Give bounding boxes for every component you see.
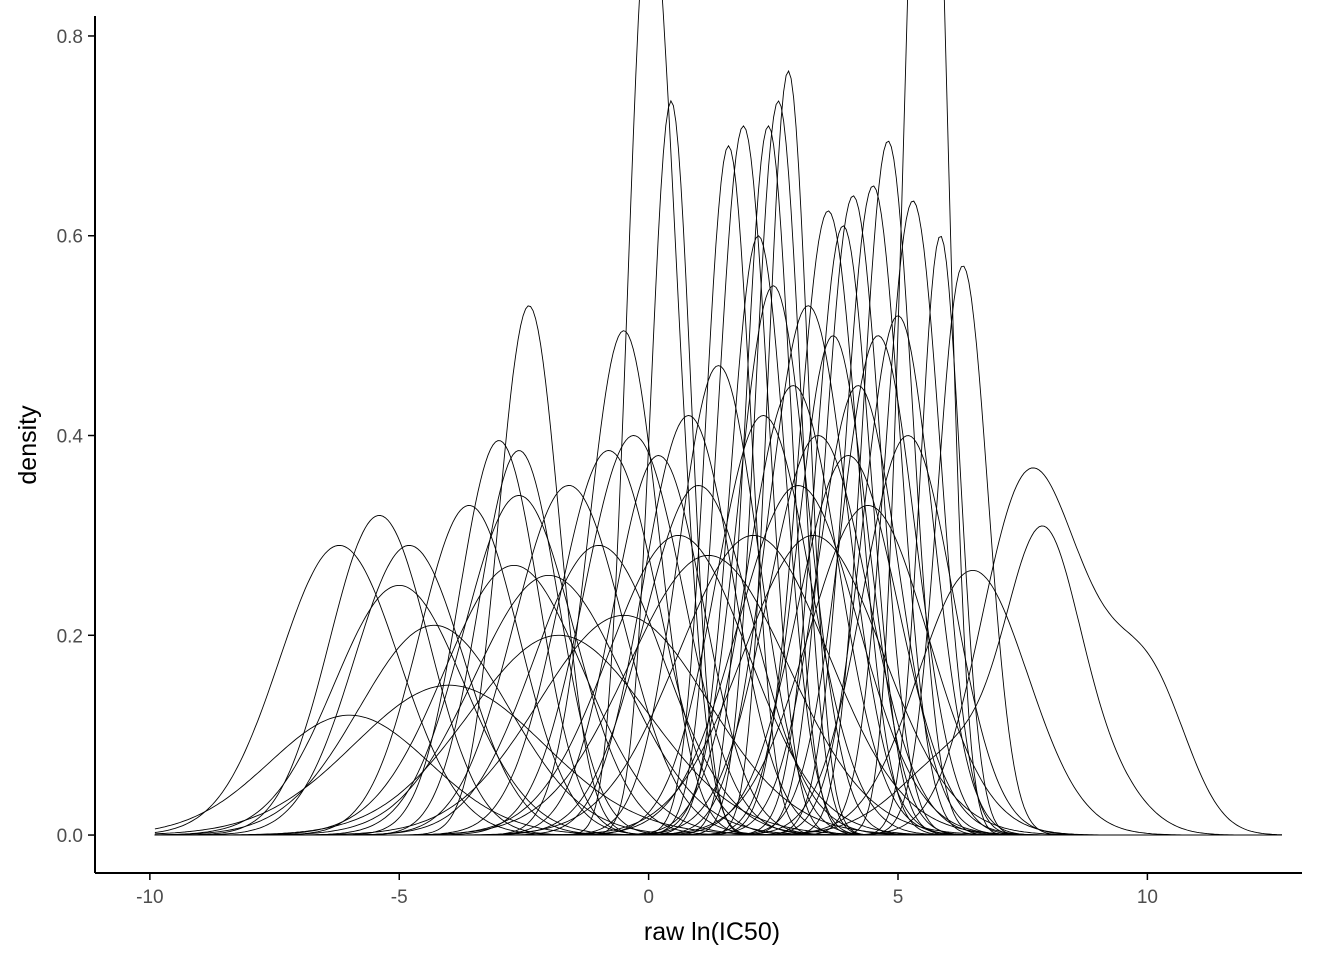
density-curve — [154, 285, 1282, 836]
y-axis-title: density — [14, 405, 42, 485]
y-tick-label: 0.6 — [57, 227, 83, 248]
y-tick-label: 0.2 — [57, 626, 83, 647]
y-ticks-layer: 0.0 0.2 0.4 0.6 0.8 — [57, 27, 95, 847]
density-curve — [154, 69, 1282, 836]
density-curve — [154, 235, 1282, 836]
density-curve — [154, 305, 1282, 836]
density-curve — [154, 185, 1282, 836]
density-curve — [154, 684, 1282, 836]
x-ticks-layer: -10 -5 0 5 10 — [136, 873, 1158, 908]
density-curve — [154, 385, 1282, 836]
density-curve — [154, 564, 1282, 836]
x-tick-label: 10 — [1137, 887, 1158, 908]
density-curve — [154, 385, 1282, 836]
density-curve — [154, 455, 1282, 836]
y-tick-label: 0.0 — [57, 826, 83, 847]
density-curve — [154, 125, 1282, 836]
x-axis-title: raw ln(IC50) — [644, 918, 780, 946]
density-curve — [154, 634, 1282, 836]
x-tick-label: 5 — [893, 887, 904, 908]
curves-layer — [154, 0, 1282, 836]
y-tick-label: 0.8 — [57, 27, 83, 48]
density-curve — [154, 195, 1282, 836]
density-curve — [154, 265, 1282, 836]
density-curve — [154, 455, 1282, 836]
x-tick-label: -10 — [136, 887, 163, 908]
density-curve — [154, 467, 1282, 836]
density-curve — [154, 495, 1282, 836]
density-curve — [154, 0, 1282, 836]
density-curve — [154, 125, 1282, 836]
y-tick-label: 0.4 — [57, 427, 84, 448]
x-tick-label: -5 — [391, 887, 408, 908]
density-curve — [154, 0, 1282, 836]
x-tick-label: 0 — [643, 887, 654, 908]
density-curve — [154, 305, 1282, 836]
density-curve — [154, 235, 1282, 836]
density-curve — [154, 525, 1282, 836]
density-curve — [154, 614, 1282, 836]
density-curve — [154, 144, 1282, 836]
density-curve — [154, 140, 1282, 836]
density-curve — [154, 624, 1282, 836]
density-curve — [154, 315, 1282, 836]
